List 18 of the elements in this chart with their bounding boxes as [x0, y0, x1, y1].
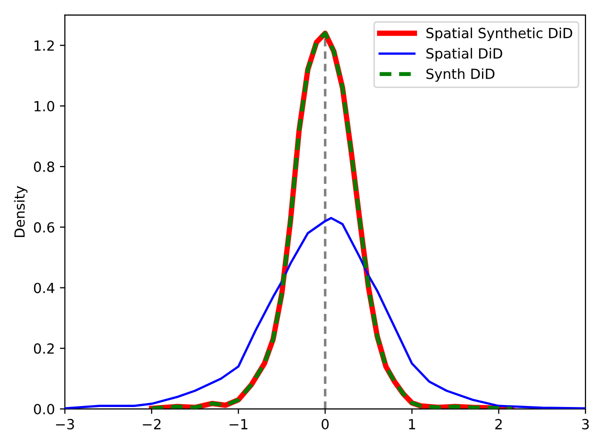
- legend-label: Spatial Synthetic DiD: [426, 28, 572, 41]
- legend-label: Synth DiD: [426, 68, 494, 82]
- y-tick-label: 0.6: [34, 222, 54, 233]
- x-tick-label: 2: [495, 418, 502, 430]
- y-tick-label: 0.4: [34, 282, 54, 294]
- x-tick-label: 3: [582, 418, 589, 430]
- y-tick-label: 0.8: [34, 162, 54, 172]
- x-tick-label: −2: [142, 418, 160, 430]
- x-tick-label: −3: [56, 418, 74, 430]
- legend-label: Spatial DiD: [426, 48, 502, 62]
- x-tick-label: 0: [322, 418, 329, 430]
- y-tick-label: 0.0: [34, 404, 54, 414]
- y-tick-label: 1.0: [34, 100, 54, 112]
- x-tick-label: −1: [230, 419, 248, 430]
- y-tick-label: 0.2: [34, 343, 54, 354]
- y-axis-title: Density: [14, 186, 28, 238]
- x-tick-label: 1: [409, 419, 416, 430]
- y-tick-label: 1.2: [34, 40, 54, 51]
